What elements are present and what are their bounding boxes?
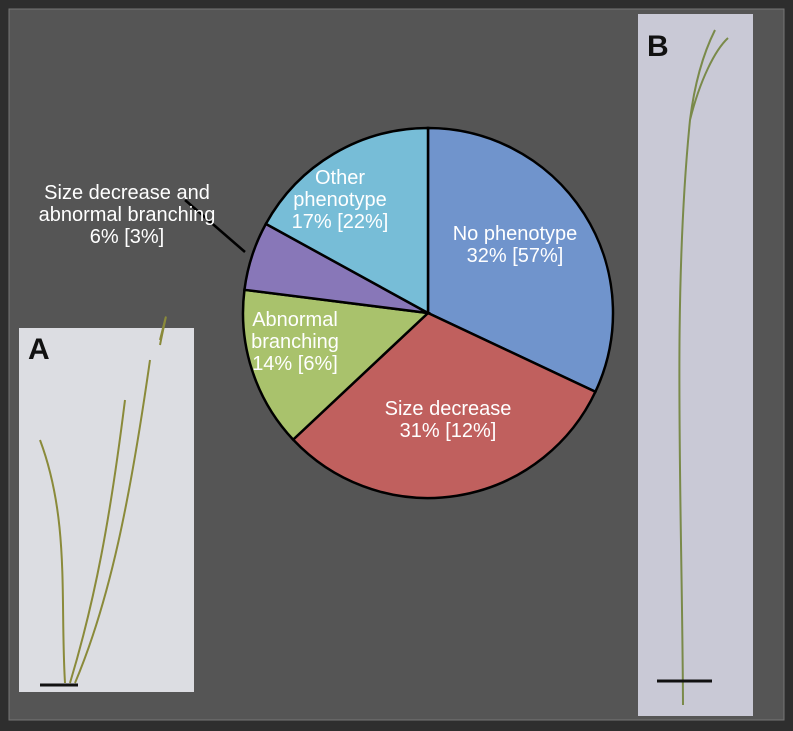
- category-label: Abnormal branching: [251, 309, 339, 353]
- leader-line: [184, 199, 246, 253]
- value-label: 14%: [252, 353, 293, 375]
- photo-a: [19, 316, 194, 692]
- secondary-label: [57%]: [512, 245, 564, 267]
- slice: [264, 126, 430, 316]
- slice-label: No phenotype 32% [57%]: [415, 223, 615, 267]
- category-label: Size decrease: [384, 398, 512, 420]
- slice-label: Size decrease 31% [12%]: [348, 398, 548, 442]
- category-label: Size decrease and abnormal branching: [38, 182, 216, 226]
- slice: [291, 311, 598, 500]
- panel-label: B: [647, 30, 669, 63]
- slice-label: Other phenotype 17% [22%]: [275, 167, 405, 233]
- secondary-label: [3%]: [124, 226, 165, 248]
- secondary-label: [12%]: [445, 420, 497, 442]
- value-label: 32%: [466, 245, 507, 267]
- panel-label: A: [28, 333, 50, 366]
- category-label: Other phenotype: [293, 167, 387, 211]
- slice: [426, 126, 615, 394]
- slice-label: Size decrease and abnormal branching 6% […: [32, 182, 222, 248]
- category-label: No phenotype: [452, 223, 578, 245]
- value-label: 6%: [89, 226, 119, 248]
- slice: [241, 288, 431, 442]
- photo-b: [638, 14, 753, 716]
- slice-label: Abnormal branching 14% [6%]: [235, 309, 355, 375]
- value-label: 31%: [399, 420, 440, 442]
- secondary-label: [6%]: [297, 353, 338, 375]
- secondary-label: [22%]: [337, 211, 389, 233]
- value-label: 17%: [291, 211, 332, 233]
